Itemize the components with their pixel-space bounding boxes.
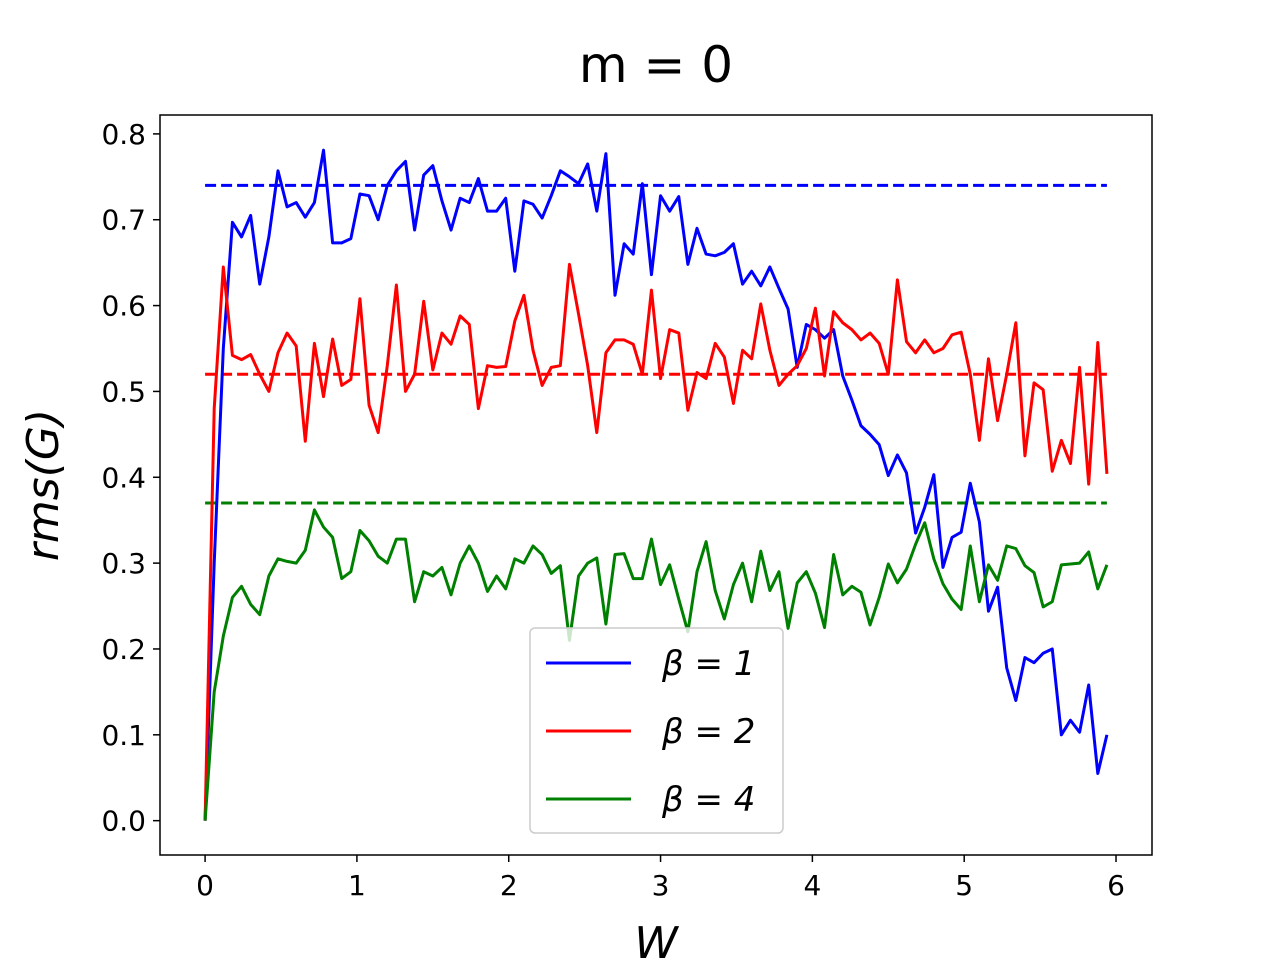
y-tick-label: 0.5 <box>101 375 146 408</box>
x-axis-label: W <box>634 918 679 960</box>
legend-box <box>529 627 784 834</box>
legend-label: β = 2 <box>661 712 755 752</box>
x-tick-label: 1 <box>348 869 366 902</box>
data-line <box>203 148 1109 821</box>
y-tick-label: 0.1 <box>101 719 146 752</box>
y-axis-label: rms(G) <box>18 409 69 561</box>
y-tick-label: 0.0 <box>101 805 146 838</box>
y-tick-label: 0.8 <box>101 118 146 151</box>
chart-title: m = 0 <box>579 36 733 94</box>
x-tick-label: 3 <box>652 869 670 902</box>
x-tick-label: 2 <box>500 869 518 902</box>
y-tick-label: 0.7 <box>101 204 146 237</box>
x-tick-label: 0 <box>196 869 214 902</box>
y-tick-label: 0.3 <box>101 547 146 580</box>
y-tick-label: 0.6 <box>101 290 146 323</box>
plot-frame <box>159 114 1153 856</box>
y-tick-label: 0.2 <box>101 633 146 666</box>
legend: β = 1 β = 2 β = 4 <box>529 627 784 834</box>
legend-label: β = 4 <box>661 780 755 820</box>
x-tick-label: 4 <box>803 869 821 902</box>
data-line <box>203 262 1109 821</box>
x-tick-label: 5 <box>955 869 973 902</box>
y-tick-label: 0.4 <box>101 461 146 494</box>
data-line <box>203 508 1109 821</box>
x-tick-label: 6 <box>1107 869 1125 902</box>
legend-label: β = 1 <box>661 644 755 684</box>
